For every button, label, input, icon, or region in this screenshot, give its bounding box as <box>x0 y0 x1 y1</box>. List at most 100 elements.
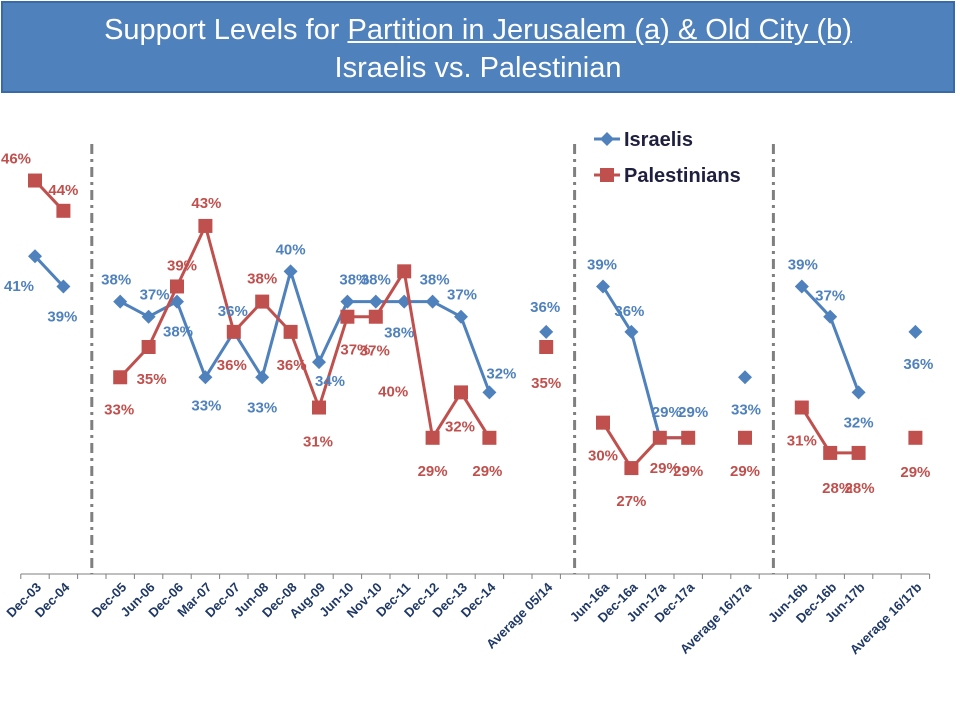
israelis-data-label: 39% <box>788 256 818 273</box>
palestinians-data-label: 27% <box>616 493 646 510</box>
palestinians-marker <box>851 445 866 460</box>
legend-palestinians-marker <box>600 168 614 182</box>
palestinians-marker <box>652 430 667 445</box>
palestinians-data-label: 30% <box>588 448 618 465</box>
palestinians-data-label: 33% <box>104 401 134 418</box>
palestinians-marker <box>794 400 809 415</box>
palestinians-marker <box>141 340 156 354</box>
israelis-marker <box>908 324 923 339</box>
israelis-line <box>33 255 65 288</box>
palestinians-data-label: 37% <box>360 343 390 360</box>
legend-israelis-label: Israelis <box>624 129 693 151</box>
palestinians-data-label: 37% <box>340 342 370 359</box>
israelis-marker <box>312 355 326 370</box>
palestinians-marker <box>113 370 128 385</box>
palestinians-marker <box>425 430 440 445</box>
israelis-data-label: 37% <box>447 287 477 304</box>
israelis-data-label: 34% <box>315 373 345 390</box>
palestinians-marker <box>397 264 412 279</box>
chart-title-line1: Support Levels for Partition in Jerusale… <box>3 11 953 49</box>
israelis-data-label: 38% <box>384 325 414 342</box>
palestinians-marker <box>170 279 184 294</box>
palestinians-marker <box>28 173 42 188</box>
palestinians-data-label: 35% <box>531 375 561 392</box>
chart-title-banner: Support Levels for Partition in Jerusale… <box>1 1 955 93</box>
israelis-data-label: 37% <box>140 287 170 304</box>
palestinians-marker <box>482 430 497 445</box>
palestinians-data-label: 36% <box>277 357 307 374</box>
israelis-data-label: 41% <box>4 278 34 295</box>
title-prefix: Support Levels for <box>104 14 348 46</box>
israelis-marker <box>624 324 639 339</box>
israelis-marker <box>56 279 71 294</box>
israelis-marker <box>368 294 383 309</box>
palestinians-data-label: 28% <box>822 480 852 497</box>
palestinians-marker <box>368 309 383 324</box>
palestinians-marker <box>454 385 468 400</box>
palestinians-line <box>601 421 689 470</box>
palestinians-marker <box>681 430 696 445</box>
legend-palestinians-label: Palestinians <box>624 165 741 187</box>
palestinians-data-label: 35% <box>137 371 167 388</box>
israelis-data-label: 29% <box>652 404 682 421</box>
palestinians-marker <box>624 461 639 476</box>
palestinians-data-label: 44% <box>48 182 78 199</box>
palestinians-data-label: 29% <box>472 463 502 480</box>
israelis-marker <box>482 385 497 400</box>
palestinians-data-label: 36% <box>217 357 247 374</box>
palestinians-data-label: 29% <box>673 463 703 480</box>
israelis-data-label: 40% <box>276 241 306 258</box>
title-underlined: Partition in Jerusalem (a) & Old City (b… <box>347 14 852 46</box>
palestinians-marker <box>56 203 71 218</box>
israelis-data-label: 36% <box>903 356 933 373</box>
palestinians-marker <box>738 430 752 445</box>
israelis-marker <box>738 370 752 385</box>
israelis-marker <box>823 309 838 324</box>
palestinians-marker <box>823 445 838 460</box>
palestinians-marker <box>283 324 298 339</box>
israelis-data-label: 39% <box>587 256 617 273</box>
israelis-marker <box>283 264 298 279</box>
palestinians-line <box>119 224 491 440</box>
israelis-data-label: 29% <box>678 404 708 421</box>
israelis-marker <box>425 294 440 309</box>
palestinians-data-label: 29% <box>418 463 448 480</box>
israelis-data-label: 38% <box>163 324 193 341</box>
israelis-data-label: 37% <box>815 288 845 305</box>
palestinians-data-label: 46% <box>1 151 31 168</box>
israelis-marker <box>113 294 128 309</box>
israelis-marker <box>596 279 610 294</box>
israelis-data-label: 36% <box>614 303 644 320</box>
israelis-marker <box>794 279 809 294</box>
palestinians-data-label: 31% <box>787 433 817 450</box>
legend-israelis-marker <box>600 132 614 146</box>
palestinians-data-label: 31% <box>303 434 333 451</box>
palestinians-marker <box>255 294 270 309</box>
israelis-marker <box>340 294 355 309</box>
israelis-data-label: 38% <box>339 272 369 289</box>
palestinians-data-label: 39% <box>167 257 197 274</box>
series-layer <box>28 173 923 476</box>
palestinians-data-label: 40% <box>378 383 408 400</box>
israelis-data-label: 36% <box>530 299 560 316</box>
israelis-marker <box>255 370 270 385</box>
palestinians-marker <box>198 218 213 233</box>
israelis-data-label: 33% <box>191 397 221 414</box>
israelis-data-label: 39% <box>47 308 77 325</box>
palestinians-marker <box>596 415 610 430</box>
israelis-marker <box>170 294 184 309</box>
palestinians-marker <box>908 430 923 445</box>
palestinians-data-label: 29% <box>650 460 680 477</box>
palestinians-marker <box>226 324 241 339</box>
israelis-data-label: 38% <box>361 272 391 289</box>
israelis-marker <box>28 249 42 264</box>
israelis-data-label: 33% <box>247 399 277 416</box>
palestinians-data-label: 28% <box>845 480 875 497</box>
palestinians-marker <box>539 340 554 354</box>
israelis-marker <box>851 385 866 400</box>
palestinians-marker <box>312 400 326 415</box>
data-label-layer: 41%39%38%37%38%33%36%33%40%34%38%38%38%3… <box>1 151 933 511</box>
israelis-data-label: 32% <box>844 414 874 431</box>
chart-title-line2: Israelis vs. Palestinian <box>334 52 622 84</box>
